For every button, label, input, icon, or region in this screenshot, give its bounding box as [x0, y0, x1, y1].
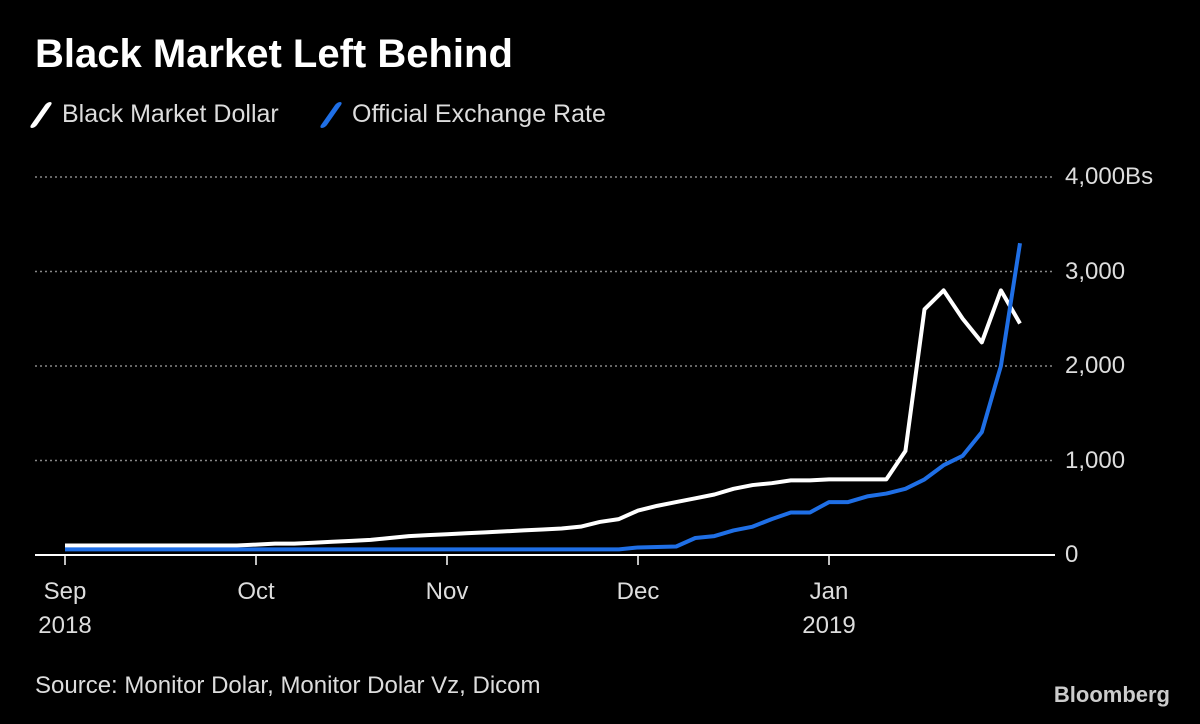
legend-label: Official Exchange Rate	[352, 100, 606, 128]
y-tick-label: 1,000	[1065, 446, 1126, 474]
source: Source: Monitor Dolar, Monitor Dolar Vz,…	[35, 672, 541, 699]
y-tick-label: 3,000	[1065, 257, 1126, 285]
y-tick-label: 2,000	[1065, 352, 1126, 379]
x-tick-label: Nov	[425, 578, 469, 605]
brand: Bloomberg	[1053, 682, 1170, 707]
chart-title: Black Market Left Behind	[35, 32, 513, 76]
legend-item: Black Market Dollar	[28, 100, 279, 129]
x-tick-label: Jan 2019	[802, 578, 856, 639]
x-tick-label: Sep 2018	[38, 578, 92, 639]
x-tick-label: Dec	[616, 578, 660, 605]
y-tick-label: 0	[1065, 541, 1079, 568]
legend-label: Black Market Dollar	[62, 100, 279, 128]
y-tick-label: 4,000Bs	[1065, 163, 1154, 190]
series-line	[65, 242, 1022, 552]
x-tick-label: Oct	[237, 578, 275, 605]
series-line	[65, 288, 1022, 548]
legend-item: Official Exchange Rate	[318, 100, 606, 129]
